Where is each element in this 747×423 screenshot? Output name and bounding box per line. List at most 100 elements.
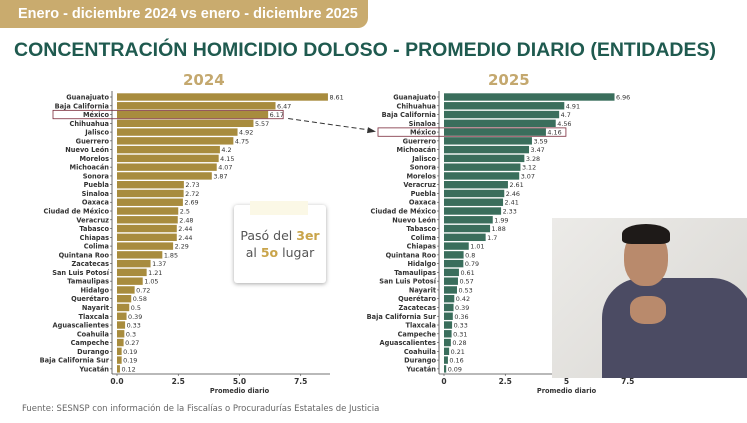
sign-language-interpreter-video (552, 218, 747, 378)
bar (117, 145, 220, 154)
bar (444, 145, 530, 154)
value-label: 2.29 (175, 243, 189, 251)
value-label: 0.39 (128, 313, 142, 321)
category-label: Puebla (411, 190, 436, 198)
callout-text: lugar (278, 245, 315, 260)
category-label: Michoacán (70, 164, 110, 172)
value-label: 4.2 (221, 146, 231, 154)
category-label: Chihuahua (70, 120, 109, 128)
bar (444, 303, 454, 312)
value-label: 3.28 (526, 155, 540, 163)
value-label: 0.27 (125, 339, 139, 347)
value-label: 6.96 (616, 94, 630, 102)
bar (117, 216, 178, 224)
bar (444, 295, 455, 303)
category-label: Hidalgo (408, 260, 437, 268)
category-label: México (83, 111, 109, 119)
bar (444, 172, 520, 180)
value-label: 0.57 (459, 278, 473, 286)
value-label: 4.7 (561, 111, 571, 119)
bar (117, 198, 183, 206)
category-label: Sinaloa (409, 120, 436, 128)
bar (117, 181, 184, 189)
bar (117, 110, 269, 119)
category-label: Nuevo León (65, 146, 109, 154)
interpreter-body (602, 278, 747, 378)
x-tick-label: 5.0 (233, 377, 246, 386)
value-label: 3.87 (213, 172, 227, 180)
bar (117, 303, 130, 312)
category-label: Coahuila (404, 348, 436, 356)
category-label: Tabasco (79, 225, 109, 233)
bar (444, 154, 525, 163)
bar (444, 119, 556, 128)
bar (444, 330, 452, 338)
value-label: 1.01 (470, 243, 484, 251)
category-label: Morelos (79, 155, 109, 163)
bar (117, 259, 151, 268)
category-label: Zacatecas (399, 304, 437, 312)
bar (117, 189, 184, 198)
x-tick-label: 2.5 (499, 377, 512, 386)
bar (444, 268, 459, 277)
bar (117, 128, 238, 136)
category-label: Querétaro (71, 295, 109, 303)
value-label: 1.05 (144, 278, 158, 286)
value-label: 4.92 (239, 129, 253, 137)
bar (444, 207, 502, 215)
category-label: Tamaulipas (394, 269, 436, 277)
bar (444, 259, 464, 268)
category-label: Guanajuato (66, 94, 109, 102)
rank-shift-arrow (288, 118, 371, 131)
value-label: 2.46 (506, 190, 520, 198)
category-label: Colima (84, 243, 109, 251)
bar (117, 224, 177, 233)
category-label: Nuevo León (392, 216, 436, 224)
bar (444, 128, 546, 136)
category-label: Zacatecas (72, 260, 110, 268)
period-banner: Enero - diciembre 2024 vs enero - diciem… (0, 0, 368, 28)
category-label: Baja California (55, 102, 109, 110)
value-label: 1.99 (494, 216, 508, 224)
category-label: San Luis Potosí (379, 278, 437, 286)
bar (444, 189, 505, 198)
chart-title-2024: 2024 (183, 71, 225, 89)
category-label: Ciudad de México (371, 208, 437, 216)
value-label: 0.5 (131, 304, 141, 312)
x-tick-label: 7.5 (621, 377, 634, 386)
value-label: 5.57 (255, 120, 269, 128)
category-label: Tlaxcala (78, 313, 109, 321)
value-label: 0.36 (454, 313, 468, 321)
value-label: 0.19 (123, 357, 137, 365)
bar (117, 207, 179, 215)
category-label: Morelos (406, 172, 436, 180)
value-label: 2.61 (509, 181, 523, 189)
bar (117, 154, 219, 163)
bar (117, 321, 126, 329)
value-label: 0.33 (454, 322, 468, 330)
value-label: 2.5 (180, 208, 190, 216)
value-label: 0.39 (455, 304, 469, 312)
value-label: 4.75 (235, 137, 249, 145)
category-label: Oaxaca (82, 199, 109, 207)
value-label: 2.44 (178, 225, 192, 233)
chart-title-2025: 2025 (488, 71, 530, 89)
category-label: Sonora (410, 164, 436, 172)
category-label: Tlaxcala (405, 322, 436, 330)
value-label: 2.33 (503, 208, 517, 216)
bar (444, 102, 565, 110)
value-label: 3.07 (521, 172, 535, 180)
x-tick-label: 5 (564, 377, 569, 386)
category-label: Tamaulipas (67, 278, 109, 286)
value-label: 2.73 (185, 181, 199, 189)
category-label: Sinaloa (82, 190, 109, 198)
category-label: Nayarit (82, 304, 109, 312)
value-label: 2.72 (185, 190, 199, 198)
category-label: Nayarit (409, 286, 436, 294)
bar (117, 251, 163, 259)
bar (117, 242, 174, 250)
category-label: Coahuila (77, 330, 109, 338)
bar (444, 365, 447, 373)
category-label: Baja California Sur (367, 313, 437, 321)
bar (444, 277, 458, 285)
